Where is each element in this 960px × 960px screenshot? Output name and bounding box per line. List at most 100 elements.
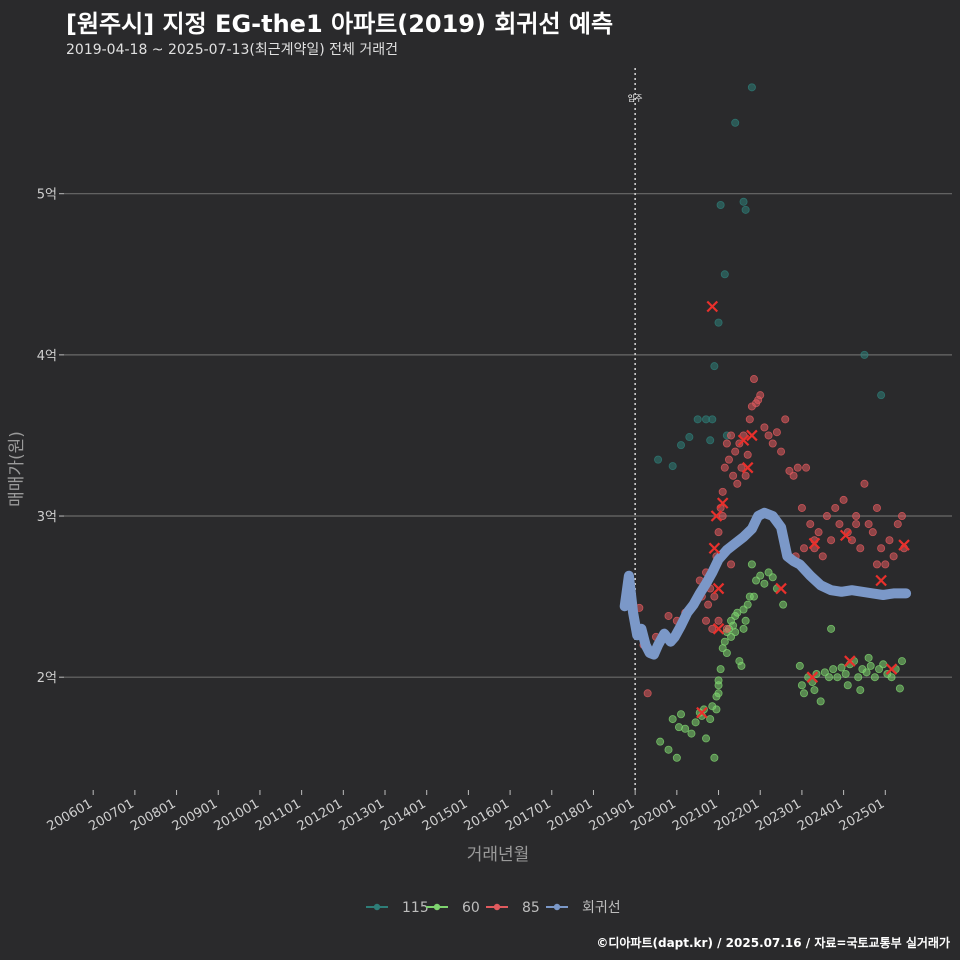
data-point-85 xyxy=(664,611,673,620)
x-tick-label: 201801 xyxy=(545,796,595,834)
data-point-85 xyxy=(760,423,769,432)
data-point-115 xyxy=(741,205,750,214)
data-point-85 xyxy=(831,503,840,512)
highlight-marker xyxy=(746,429,758,442)
data-point-60 xyxy=(677,710,686,719)
data-point-60 xyxy=(714,676,723,685)
data-point-115 xyxy=(714,318,723,327)
data-point-85 xyxy=(872,560,881,569)
regression-layer xyxy=(619,507,912,660)
data-point-60 xyxy=(843,681,852,690)
data-point-85 xyxy=(781,415,790,424)
x-tick-label: 200801 xyxy=(128,796,178,834)
x-tick-label: 201901 xyxy=(587,796,637,834)
data-point-85 xyxy=(724,455,733,464)
data-point-85 xyxy=(731,447,740,456)
data-point-115 xyxy=(739,197,748,206)
data-point-85 xyxy=(768,439,777,448)
data-point-60 xyxy=(668,715,677,724)
x-tick-label: 201101 xyxy=(253,796,303,834)
data-point-60 xyxy=(841,669,850,678)
x-tick-label: 201001 xyxy=(211,796,261,834)
data-point-115 xyxy=(747,83,756,92)
data-point-60 xyxy=(800,689,809,698)
data-point-60 xyxy=(702,734,711,743)
highlight-marker xyxy=(712,623,725,635)
data-point-60 xyxy=(816,697,825,706)
x-tick-label: 202301 xyxy=(753,796,803,834)
data-point-115 xyxy=(685,433,694,442)
data-point-60 xyxy=(737,661,746,670)
x-axis-label: 거래년월 xyxy=(467,845,530,865)
data-point-60 xyxy=(862,668,871,677)
data-point-85 xyxy=(714,616,723,625)
data-point-60 xyxy=(833,673,842,682)
data-point-60 xyxy=(691,718,700,727)
data-point-85 xyxy=(881,560,890,569)
data-point-85 xyxy=(814,528,823,537)
data-point-60 xyxy=(712,705,721,714)
data-point-85 xyxy=(818,552,827,561)
highlight-marker xyxy=(708,542,721,555)
data-point-60 xyxy=(760,579,769,588)
data-point-60 xyxy=(810,686,819,695)
x-tick-label: 200701 xyxy=(86,796,136,834)
data-point-60 xyxy=(681,724,690,733)
data-point-60 xyxy=(716,665,725,674)
data-point-85 xyxy=(868,528,877,537)
x-tick-label: 201701 xyxy=(503,796,553,834)
data-point-85 xyxy=(789,471,798,480)
data-point-60 xyxy=(797,681,806,690)
data-point-85 xyxy=(741,471,750,480)
y-tick-label: 2억 xyxy=(37,671,57,686)
data-point-85 xyxy=(718,487,727,496)
x-tick-label: 202501 xyxy=(837,796,887,834)
data-point-115 xyxy=(716,200,725,209)
data-point-115 xyxy=(877,391,886,400)
x-tick-label: 201401 xyxy=(378,796,428,834)
highlight-marker xyxy=(712,582,725,595)
highlight-marker xyxy=(885,663,898,675)
data-point-60 xyxy=(756,571,765,580)
data-point-60 xyxy=(706,715,715,724)
legend-swatch-dot xyxy=(373,903,381,911)
data-point-115 xyxy=(693,415,702,424)
data-point-85 xyxy=(852,520,861,529)
data-point-60 xyxy=(897,657,906,666)
data-point-85 xyxy=(806,520,815,529)
legend: 115 60 85 회귀선 xyxy=(366,900,621,916)
data-point-60 xyxy=(714,689,723,698)
x-tick-label: 201201 xyxy=(295,796,345,834)
data-point-60 xyxy=(664,745,673,754)
x-tick-label: 200901 xyxy=(170,796,220,834)
x-tick-label: 202001 xyxy=(628,796,678,834)
data-point-115 xyxy=(720,270,729,279)
data-point-85 xyxy=(860,479,869,488)
data-point-85 xyxy=(822,512,831,521)
data-point-85 xyxy=(722,624,731,633)
data-point-85 xyxy=(727,560,736,569)
y-tick-label: 5억 xyxy=(37,188,57,203)
data-point-85 xyxy=(733,479,742,488)
data-point-60 xyxy=(743,600,752,609)
legend-swatch-dot xyxy=(553,903,561,911)
chart-subtitle: 2019-04-18 ~ 2025-07-13(최근계약일) 전체 거래건 xyxy=(66,42,398,58)
highlight-marker xyxy=(696,706,708,719)
data-point-115 xyxy=(668,462,677,471)
data-point-85 xyxy=(827,536,836,545)
highlight-marker xyxy=(710,510,723,522)
data-points xyxy=(635,83,909,762)
data-point-85 xyxy=(797,503,806,512)
data-point-85 xyxy=(835,520,844,529)
highlight-marker xyxy=(839,529,852,542)
data-point-85 xyxy=(749,375,758,384)
data-point-60 xyxy=(895,684,904,693)
legend-label: 60 xyxy=(462,900,480,916)
data-point-60 xyxy=(864,653,873,662)
data-point-115 xyxy=(710,362,719,371)
data-point-85 xyxy=(702,616,711,625)
data-point-85 xyxy=(893,520,902,529)
data-point-85 xyxy=(764,431,773,440)
data-point-60 xyxy=(672,753,681,762)
data-point-85 xyxy=(643,689,652,698)
